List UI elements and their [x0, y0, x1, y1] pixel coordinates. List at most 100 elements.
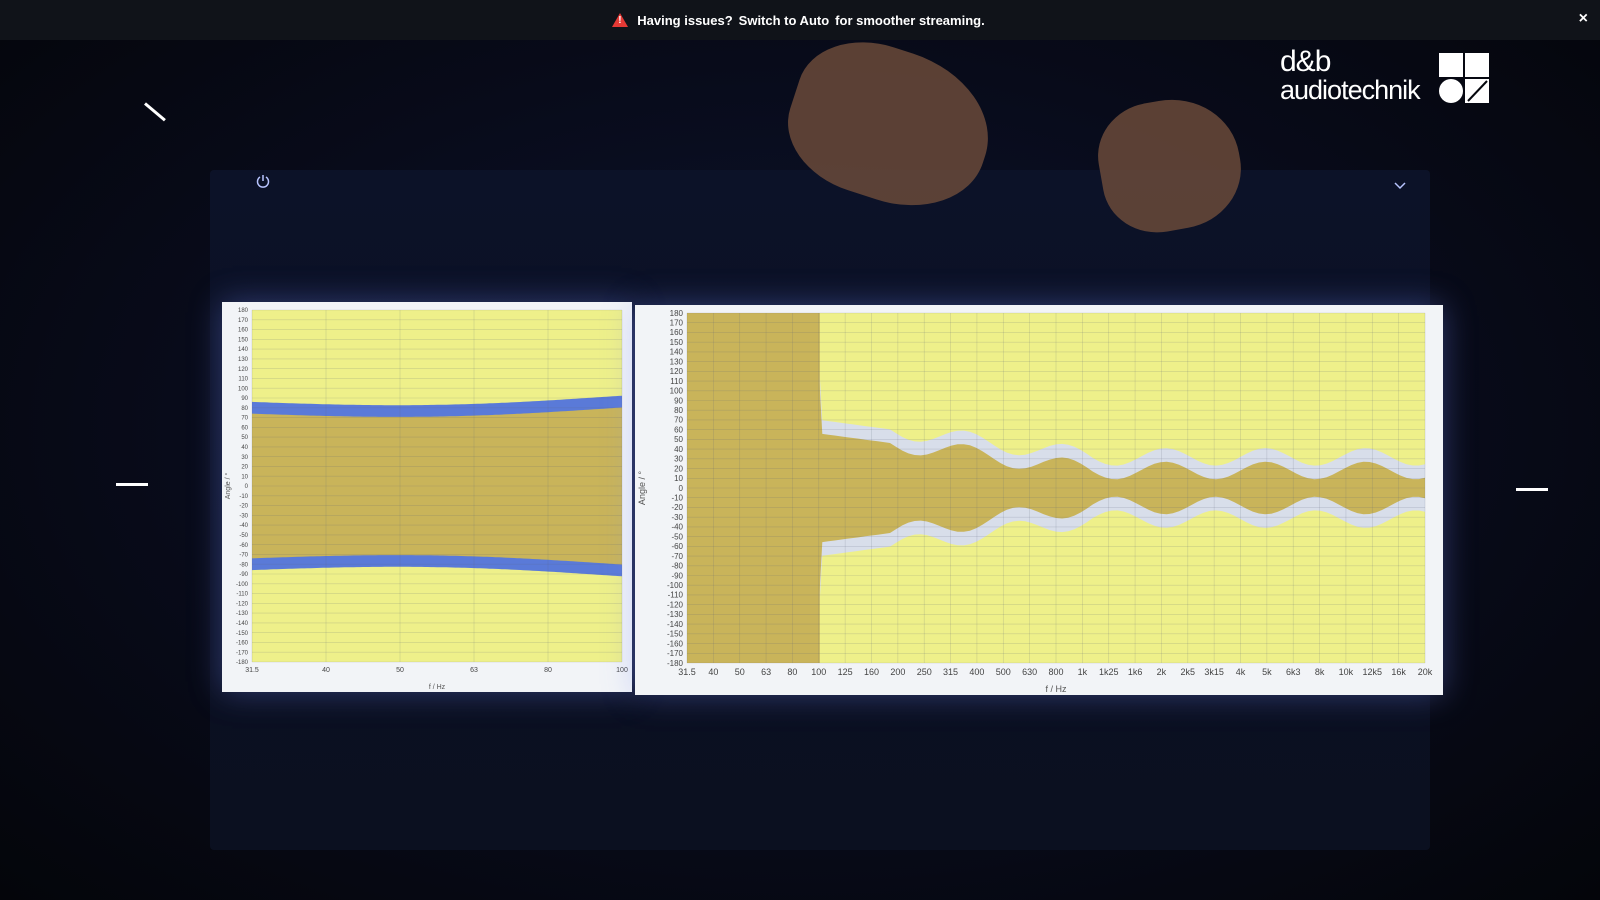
- brand-logo: d&b audiotechnik: [1280, 45, 1490, 105]
- x-axis-label: f / Hz: [429, 684, 446, 691]
- y-tick-label: 130: [238, 357, 249, 363]
- switch-to-auto-link[interactable]: Switch to Auto: [738, 12, 830, 28]
- x-tick-label: 125: [838, 667, 853, 677]
- x-tick-label: 8k: [1315, 667, 1325, 677]
- contour-band-top: [687, 313, 1425, 466]
- y-tick-label: 0: [245, 484, 249, 490]
- slash-icon[interactable]: [144, 102, 166, 122]
- y-tick-label: -10: [239, 494, 248, 500]
- y-tick-label: 80: [241, 406, 248, 412]
- logo-line1: d&b: [1280, 45, 1331, 78]
- y-tick-label: -110: [668, 591, 684, 600]
- y-tick-label: -100: [236, 582, 249, 588]
- x-tick-label: 250: [917, 667, 932, 677]
- y-tick-label: 50: [241, 435, 248, 441]
- y-axis-label: Angle / °: [224, 473, 232, 500]
- x-tick-label: 50: [735, 667, 745, 677]
- y-tick-label: 160: [670, 328, 684, 337]
- y-tick-label: 10: [674, 474, 683, 483]
- power-icon[interactable]: [256, 174, 270, 188]
- y-tick-label: -30: [239, 513, 248, 519]
- x-axis-label: f / Hz: [1045, 684, 1067, 694]
- y-tick-label: 10: [241, 474, 248, 480]
- heatmap-chart-2: 1801701601501401301201101009080706050403…: [637, 309, 1433, 694]
- y-tick-label: 90: [241, 396, 248, 402]
- video-frame[interactable]: d&b audiotechnik 180 170 160 150 140 130 120 11…: [0, 40, 1600, 900]
- dash-icon[interactable]: [1516, 488, 1548, 491]
- y-tick-label: -40: [239, 523, 248, 529]
- x-tick-label: 12k5: [1363, 667, 1383, 677]
- y-tick-label: -180: [236, 660, 249, 666]
- y-tick-label: 50: [674, 435, 683, 444]
- directivity-plot-large: 180 170 160 150 140 130 120 110 100 90 80 70 60 50 40 3…: [635, 305, 1443, 695]
- y-tick-label: -140: [236, 621, 249, 627]
- x-tick-label: 1k25: [1099, 667, 1119, 677]
- y-tick-label: -50: [239, 533, 248, 539]
- close-icon[interactable]: ×: [1578, 10, 1588, 27]
- dash-icon[interactable]: [116, 483, 148, 486]
- y-tick-label: 20: [674, 464, 683, 473]
- y-tick-label: -150: [667, 630, 684, 639]
- y-tick-label: 160: [238, 328, 249, 334]
- y-tick-label: 30: [674, 455, 683, 464]
- x-tick-label: 315: [943, 667, 958, 677]
- y-tick-label: -160: [236, 641, 249, 647]
- y-tick-label: -10: [671, 494, 683, 503]
- y-tick-label: 30: [241, 455, 248, 461]
- x-tick-label: 1k: [1078, 667, 1088, 677]
- x-tick-label: 20k: [1418, 667, 1433, 677]
- y-tick-label: -180: [667, 659, 684, 668]
- x-tick-label: 31.5: [245, 667, 259, 674]
- x-tick-label: 100: [811, 667, 826, 677]
- x-tick-label: 63: [761, 667, 771, 677]
- y-tick-label: 180: [238, 308, 249, 314]
- contour-band-bottom: [252, 566, 622, 662]
- x-tick-label: 500: [996, 667, 1011, 677]
- y-tick-label: 140: [238, 347, 249, 353]
- y-tick-label: -100: [667, 581, 684, 590]
- x-tick-label: 10k: [1339, 667, 1354, 677]
- chevron-down-icon[interactable]: [1394, 182, 1406, 190]
- y-axis-label: Angle / °: [637, 471, 647, 506]
- y-tick-label: -60: [239, 543, 248, 549]
- y-tick-label: 70: [241, 416, 248, 422]
- y-tick-label: 110: [670, 377, 683, 386]
- heatmap-chart-1: 1801701601501401301201101009080706050403…: [224, 308, 628, 691]
- logo-line2: audiotechnik: [1280, 75, 1421, 105]
- y-tick-label: -150: [236, 631, 249, 637]
- y-tick-label: 180: [670, 309, 684, 318]
- y-tick-label: -160: [667, 639, 684, 648]
- contour-band-bottom: [687, 510, 1425, 663]
- contour-band-top: [252, 310, 622, 406]
- logo-mark-icon: [1439, 53, 1489, 103]
- y-tick-label: -20: [239, 504, 248, 510]
- y-tick-label: 40: [241, 445, 248, 451]
- x-tick-label: 160: [864, 667, 879, 677]
- y-tick-label: 100: [238, 386, 249, 392]
- y-tick-label: -110: [236, 592, 248, 598]
- x-tick-label: 80: [787, 667, 797, 677]
- y-tick-label: 130: [670, 357, 684, 366]
- warning-icon: [612, 13, 629, 27]
- y-tick-label: 70: [674, 416, 683, 425]
- x-tick-label: 40: [322, 667, 330, 674]
- y-tick-label: 60: [674, 425, 683, 434]
- x-tick-label: 50: [396, 667, 404, 674]
- y-tick-label: -40: [671, 523, 683, 532]
- y-tick-label: 0: [679, 484, 684, 493]
- x-tick-label: 6k3: [1286, 667, 1301, 677]
- x-tick-label: 630: [1022, 667, 1037, 677]
- y-tick-label: -90: [671, 571, 683, 580]
- x-tick-label: 3k15: [1204, 667, 1224, 677]
- y-tick-label: -170: [236, 650, 249, 656]
- contour-lowfreq: [687, 313, 820, 663]
- y-tick-label: 140: [670, 348, 684, 357]
- y-tick-label: -80: [671, 562, 683, 571]
- streaming-banner: Having issues? Switch to Auto for smooth…: [0, 0, 1600, 40]
- y-tick-label: -130: [236, 611, 249, 617]
- y-tick-label: 110: [238, 377, 248, 383]
- x-tick-label: 40: [708, 667, 718, 677]
- y-tick-label: 150: [670, 338, 684, 347]
- y-tick-label: -50: [671, 532, 683, 541]
- x-tick-label: 5k: [1262, 667, 1272, 677]
